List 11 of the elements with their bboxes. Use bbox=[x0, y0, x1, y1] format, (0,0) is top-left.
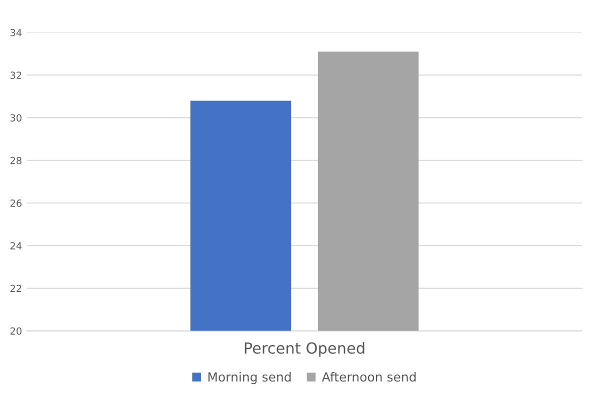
legend-label: Afternoon send bbox=[322, 372, 416, 382]
y-tick-label: 26 bbox=[10, 199, 22, 207]
legend-label: Morning send bbox=[208, 372, 291, 384]
x-tick-label: Percent Opened bbox=[244, 342, 364, 357]
y-tick-label: 24 bbox=[10, 242, 22, 250]
y-tick-label: 34 bbox=[10, 28, 22, 36]
y-tick-label: 22 bbox=[10, 284, 22, 292]
y-tick-label: 28 bbox=[10, 156, 22, 164]
y-tick-label: 30 bbox=[10, 114, 22, 122]
y-tick-label: 32 bbox=[10, 72, 22, 79]
y-tick-label: 20 bbox=[10, 327, 22, 335]
